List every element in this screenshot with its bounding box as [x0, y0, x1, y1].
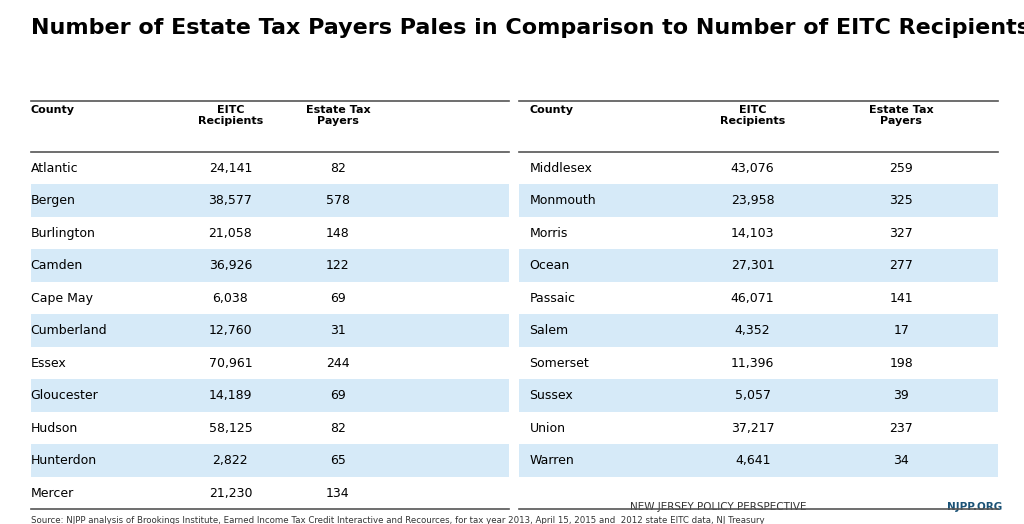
Text: 198: 198	[889, 357, 913, 369]
Text: 141: 141	[889, 292, 913, 304]
Text: 148: 148	[326, 227, 350, 239]
Text: Somerset: Somerset	[529, 357, 589, 369]
Text: NJPP.ORG: NJPP.ORG	[947, 502, 1002, 512]
Text: Morris: Morris	[529, 227, 567, 239]
Text: 43,076: 43,076	[731, 162, 774, 174]
Text: EITC
Recipients: EITC Recipients	[198, 105, 263, 126]
Text: County: County	[31, 105, 75, 115]
Text: Atlantic: Atlantic	[31, 162, 79, 174]
Text: Source: NJPP analysis of Brookings Institute, Earned Income Tax Credit Interacti: Source: NJPP analysis of Brookings Insti…	[31, 516, 764, 524]
Text: Passaic: Passaic	[529, 292, 575, 304]
Text: 259: 259	[889, 162, 913, 174]
Text: 38,577: 38,577	[209, 194, 252, 207]
Text: 36,926: 36,926	[209, 259, 252, 272]
Text: 12,760: 12,760	[209, 324, 252, 337]
Text: 46,071: 46,071	[731, 292, 774, 304]
Text: 4,641: 4,641	[735, 454, 770, 467]
Text: 31: 31	[330, 324, 346, 337]
Text: EITC
Recipients: EITC Recipients	[720, 105, 785, 126]
Text: Warren: Warren	[529, 454, 574, 467]
Text: Cumberland: Cumberland	[31, 324, 108, 337]
Text: 58,125: 58,125	[209, 422, 252, 434]
Text: Estate Tax
Payers: Estate Tax Payers	[868, 105, 934, 126]
Text: Salem: Salem	[529, 324, 568, 337]
Text: 70,961: 70,961	[209, 357, 252, 369]
Text: Cape May: Cape May	[31, 292, 93, 304]
Text: Number of Estate Tax Payers Pales in Comparison to Number of EITC Recipients: Number of Estate Tax Payers Pales in Com…	[31, 18, 1024, 38]
Text: NEW JERSEY POLICY PERSPECTIVE: NEW JERSEY POLICY PERSPECTIVE	[630, 502, 806, 512]
Text: Burlington: Burlington	[31, 227, 95, 239]
Text: 14,103: 14,103	[731, 227, 774, 239]
Text: 37,217: 37,217	[731, 422, 774, 434]
Text: 578: 578	[326, 194, 350, 207]
Text: 5,057: 5,057	[734, 389, 771, 402]
Text: 17: 17	[893, 324, 909, 337]
Text: Union: Union	[529, 422, 565, 434]
Text: Essex: Essex	[31, 357, 67, 369]
Text: 69: 69	[330, 389, 346, 402]
Text: 122: 122	[326, 259, 350, 272]
Text: Hunterdon: Hunterdon	[31, 454, 97, 467]
Text: 325: 325	[889, 194, 913, 207]
Text: Estate Tax
Payers: Estate Tax Payers	[305, 105, 371, 126]
Text: Ocean: Ocean	[529, 259, 569, 272]
Text: 14,189: 14,189	[209, 389, 252, 402]
Text: Middlesex: Middlesex	[529, 162, 592, 174]
Text: Hudson: Hudson	[31, 422, 78, 434]
Text: 327: 327	[889, 227, 913, 239]
Text: Bergen: Bergen	[31, 194, 76, 207]
Text: 24,141: 24,141	[209, 162, 252, 174]
Text: 244: 244	[326, 357, 350, 369]
Text: 82: 82	[330, 162, 346, 174]
Text: 69: 69	[330, 292, 346, 304]
Text: 2,822: 2,822	[213, 454, 248, 467]
Text: Camden: Camden	[31, 259, 83, 272]
Text: 277: 277	[889, 259, 913, 272]
Text: Monmouth: Monmouth	[529, 194, 596, 207]
Text: Sussex: Sussex	[529, 389, 573, 402]
Text: 34: 34	[893, 454, 909, 467]
Text: 11,396: 11,396	[731, 357, 774, 369]
Text: 4,352: 4,352	[735, 324, 770, 337]
Text: 23,958: 23,958	[731, 194, 774, 207]
Text: 82: 82	[330, 422, 346, 434]
Text: 134: 134	[326, 487, 350, 499]
Text: 39: 39	[893, 389, 909, 402]
Text: Gloucester: Gloucester	[31, 389, 98, 402]
Text: 21,058: 21,058	[209, 227, 252, 239]
Text: County: County	[529, 105, 573, 115]
Text: 21,230: 21,230	[209, 487, 252, 499]
Text: Mercer: Mercer	[31, 487, 74, 499]
Text: 6,038: 6,038	[213, 292, 248, 304]
Text: 237: 237	[889, 422, 913, 434]
Text: 65: 65	[330, 454, 346, 467]
Text: 27,301: 27,301	[731, 259, 774, 272]
